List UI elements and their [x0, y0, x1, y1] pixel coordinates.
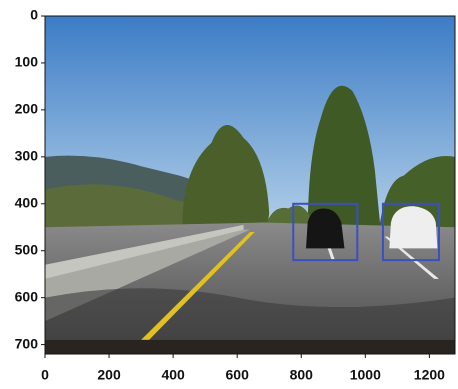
x-tick-label: 800	[290, 367, 314, 383]
x-tick-label: 0	[41, 367, 49, 383]
figure: 0 200 400 600 800 1000 1200 0 100 200 300 400 500 600…	[0, 0, 458, 389]
y-tick-label: 700	[15, 335, 39, 351]
x-tick-label: 600	[226, 367, 250, 383]
y-tick-label: 100	[15, 54, 39, 70]
x-tick-label: 400	[161, 367, 185, 383]
x-tick-label: 1000	[350, 367, 381, 383]
road-photo	[45, 16, 455, 354]
y-tick-label: 500	[15, 241, 39, 257]
x-tick-label: 1200	[414, 367, 445, 383]
y-tick-label: 400	[15, 194, 39, 210]
x-tick-label: 200	[97, 367, 121, 383]
y-tick-label: 600	[15, 288, 39, 304]
y-tick-label: 0	[30, 7, 38, 23]
y-tick-label: 300	[15, 148, 39, 164]
y-tick-label: 200	[15, 101, 39, 117]
